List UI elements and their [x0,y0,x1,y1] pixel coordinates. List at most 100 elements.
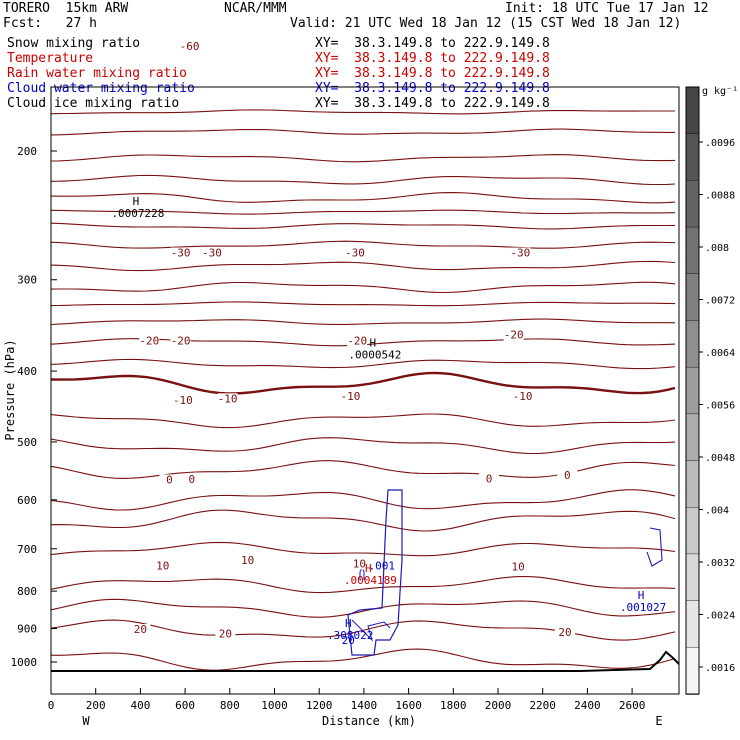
terrain [51,650,680,672]
isotherm-label: -20 [347,335,367,348]
isotherm-label-bg [170,247,191,259]
x-tick-label: 600 [175,699,195,712]
isotherm-label: 20 [558,626,571,639]
isotherm-label-bg [347,335,368,347]
field-name-temperature: Temperature [7,51,94,66]
extremum-marker: H [370,336,377,349]
isotherm-label: -30 [171,247,191,260]
field-xy-cloud-ice: XY= 38.3.149.8 to 222.9.149.8 [315,96,550,111]
extremum-marker: H [133,195,140,208]
y-tick-label: 200 [17,145,37,158]
cloud-water-cell [347,489,403,656]
y-tick-label: 400 [17,365,37,378]
isotherm-label: 0 [166,473,173,486]
isotherm [50,301,676,307]
x-tick-label: 2200 [529,699,556,712]
isotherm-label-bg [508,561,529,573]
x-tick-label: 1400 [351,699,378,712]
isotherm-label-bg [179,40,200,52]
y-tick-label: 600 [17,494,37,507]
y-tick-label: 900 [17,623,37,636]
isotherm-label-bg [170,335,191,347]
x-tick-label: 2000 [485,699,512,712]
y-axis-label: Pressure (hPa) [3,339,17,440]
temperature-contours [50,109,676,671]
isotherm [50,281,676,294]
colorbar-tick-label: .0032 [705,558,735,569]
colorbar-segment [685,600,700,649]
colorbar-segment [685,460,700,508]
isotherm [50,541,676,557]
isotherm-label: 20 [134,623,147,636]
isotherm-label: -20 [139,335,159,348]
field-name-cloud-ice: Cloud ice mixing ratio [7,96,180,111]
x-tick-label: 400 [130,699,150,712]
field-name-snow: Snow mixing ratio [7,36,141,51]
header-init: Init: 18 UTC Tue 17 Jan 12 [505,1,709,16]
colorbar-segment [685,320,700,368]
header-valid: Valid: 21 UTC Wed 18 Jan 12 (15 CST Wed … [290,16,682,31]
isotherm-label-bg [557,469,578,481]
isotherm [50,174,676,186]
isotherm-label: 20 [219,628,232,641]
isotherm [50,222,676,230]
isotherm-label-bg [349,558,370,570]
isotherm [50,437,676,455]
extremum-value: .0000542 [348,348,401,361]
colorbar-segment [685,366,700,415]
isotherm-label-bg [340,391,361,403]
isotherm-label-bg [159,474,180,486]
isotherm-label: -10 [218,392,238,405]
cloud-water-contours [347,489,663,656]
x-tick-label: 1800 [440,699,467,712]
extremum-value: .308022 [327,629,373,642]
isotherm-label: 0 [486,472,493,485]
field-xy-snow: XY= 38.3.149.8 to 222.9.149.8 [315,36,550,51]
isotherm-label-bg [503,329,524,341]
isotherm-label-bg [479,473,500,485]
x-tick-label: 2400 [574,699,601,712]
x-tick-label: 1600 [395,699,422,712]
isotherm-label: 10 [353,557,366,570]
isotherm-label-bg [172,394,193,406]
colorbar-segment [685,647,700,695]
colorbar-tick-label: .0048 [705,453,735,464]
cloud-water-label: 20 [342,634,355,647]
isotherm [50,240,676,249]
axes: 0 200 400 600 800 1000 1200 1400 1600 1800 2000 220… [11,145,646,712]
colorbar-tick-label: .0016 [705,663,735,674]
isotherm-label: -30 [202,247,222,260]
isotherm-label-bg [510,247,531,259]
y-tick-label: 300 [17,274,37,287]
isotherm [50,260,676,272]
extremum-marker: H [345,617,352,630]
field-xy-rain: XY= 38.3.149.8 to 222.9.149.8 [315,66,550,81]
isotherm-label-bg [344,247,365,259]
isotherm-label-bg [555,626,576,638]
x-tick-label: 1200 [306,699,333,712]
field-xy-cloud-water: XY= 38.3.149.8 to 222.9.149.8 [315,81,550,96]
isotherm-label-bg [512,391,533,403]
isotherm-label-bg [152,560,173,572]
x-tick-label: 0 [48,699,55,712]
y-tick-label: 500 [17,436,37,449]
colorbar-frame [685,86,700,695]
cloud-water-east [646,527,663,567]
x-tick-label: 200 [86,699,106,712]
isotherm-label: 10 [241,554,254,567]
isotherm [50,413,676,429]
colorbar-tick-label: .0072 [705,296,735,307]
terrain-line [51,650,680,672]
isotherm-label-bg [237,554,258,566]
isotherm [50,209,676,215]
contour-labels: -60 -30 -30 -30 -30 -20 -20 -20 -20 -10 -10 -10 -10 0… [111,40,666,647]
isotherm-label: -10 [173,394,193,407]
isotherm [50,318,676,326]
isotherm [50,648,676,671]
isotherm [50,460,676,479]
isotherm-label: -60 [180,40,200,53]
colorbar-segment [685,273,700,322]
colorbar-tick-label: .0024 [705,611,735,622]
isotherm [50,509,676,532]
